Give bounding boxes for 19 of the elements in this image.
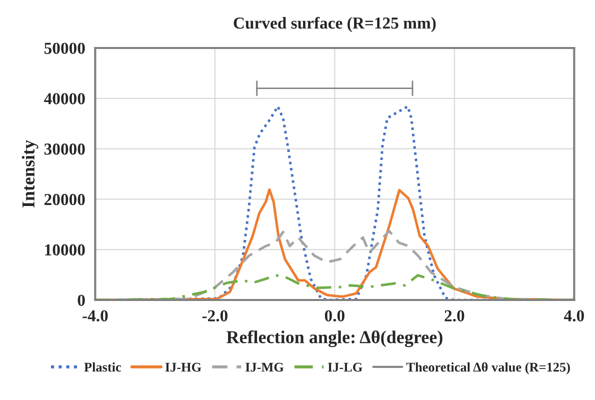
- y-tick-label: 30000: [44, 144, 85, 155]
- x-tick-label: 4.0: [564, 310, 584, 322]
- y-tick-label: 0: [78, 294, 85, 306]
- y-tick-label: 20000: [44, 194, 85, 206]
- x-tick-label: -2.0: [202, 310, 228, 322]
- y-tick-label: 50000: [44, 42, 85, 54]
- legend-label: Plastic: [84, 362, 122, 372]
- y-tick-label: 10000: [45, 244, 85, 256]
- x-tick-label: 2.0: [444, 310, 464, 322]
- y-tick-label: 40000: [44, 93, 85, 104]
- legend-label: Theoretical Δθ value (R=125): [406, 362, 570, 374]
- legend-label: IJ-MG: [246, 362, 284, 372]
- x-tick-label: 0.0: [324, 310, 344, 322]
- y-axis-title: Intensity: [22, 140, 38, 208]
- legend-label: IJ-HG: [165, 362, 202, 372]
- legend-label: IJ-LG: [328, 362, 362, 372]
- x-tick-label: -4.0: [82, 310, 108, 322]
- x-axis-title: Reflection angle: Δθ(degree): [226, 330, 442, 348]
- chart-title: Curved surface (R=125 mm): [234, 16, 436, 32]
